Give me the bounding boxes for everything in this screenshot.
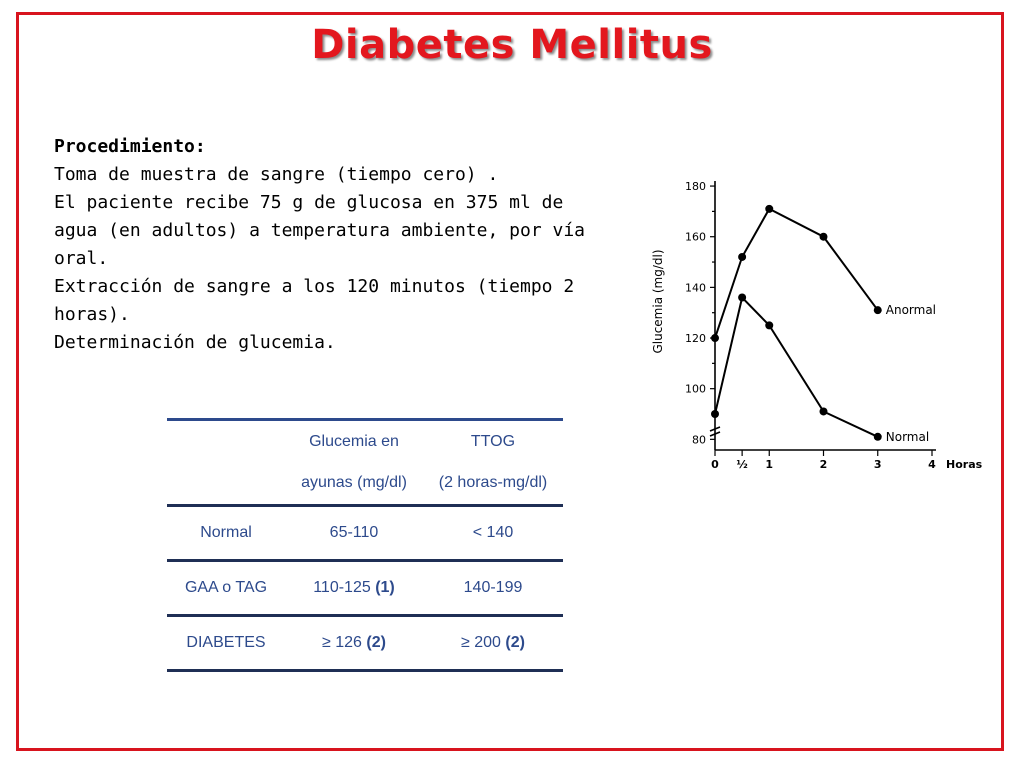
data-point [873,306,882,315]
ogtt-value: ≥ 200 [461,634,501,651]
data-point [819,232,828,241]
data-point [711,410,719,419]
ogtt-value: 140-199 [463,579,523,596]
axis-break-mark [709,431,721,437]
table-header-cell [167,462,285,507]
x-tick-label: 3 [874,458,882,471]
procedure-line: El paciente recibe 75 g de glucosa en 37… [54,192,564,213]
table-header-cell [167,418,285,462]
y-tick-label: 80 [692,433,706,446]
fasting-value: 65-110 [329,524,379,541]
table-row-label: Normal [167,505,285,562]
x-axis-label: Horas [946,458,983,471]
footnote-ref: (2) [366,634,386,651]
y-tick-label: 100 [685,383,706,396]
procedure-line: Toma de muestra de sangre (tiempo cero) … [54,164,499,185]
table-cell: ≥ 200 (2) [423,615,563,672]
table-cell: < 140 [423,505,563,562]
y-tick-label: 140 [685,281,706,294]
table-row: GAA o TAG 110-125 (1) 140-199 [167,560,563,617]
table-cell: ≥ 126 (2) [285,615,423,672]
footnote-ref: (1) [375,579,395,596]
x-tick-label: 4 [928,458,936,471]
procedure-line: Extracción de sangre a los 120 minutos (… [54,276,575,297]
data-point [765,321,774,330]
x-tick-label: 1 [765,458,773,471]
y-tick-label: 160 [685,231,706,244]
data-point [819,407,828,416]
data-point [873,432,882,441]
table-row: DIABETES ≥ 126 (2) ≥ 200 (2) [167,615,563,672]
procedure-line: agua (en adultos) a temperatura ambiente… [54,220,586,241]
table-cell: 140-199 [423,560,563,617]
data-point [738,293,747,302]
series-line [714,207,879,339]
y-tick-label: 180 [685,180,706,193]
procedure-line: oral. [54,248,109,269]
diagnostic-criteria-table: Glucemia en TTOG ayunas (mg/dl) (2 horas… [167,418,563,672]
x-tick-label: ½ [736,458,747,471]
procedure-heading: Procedimiento: [54,136,206,157]
series-label: Anormal [886,303,936,317]
table-header-cell: TTOG [423,418,563,462]
table-header-cell: ayunas (mg/dl) [285,462,423,507]
y-axis-label: Glucemia (mg/dl) [651,249,665,353]
slide-frame [16,12,1004,751]
procedure-line: horas). [54,304,130,325]
series-label: Normal [886,430,929,444]
fasting-value: ≥ 126 [322,634,362,651]
data-point [711,334,719,343]
table-header-row: ayunas (mg/dl) (2 horas-mg/dl) [167,462,563,507]
table-header-cell: (2 horas-mg/dl) [423,462,563,507]
slide-title: Diabetes Mellitus [311,22,713,68]
table-row-label: GAA o TAG [167,560,285,617]
table-header-cell: Glucemia en [285,418,423,462]
table-cell: 110-125 (1) [285,560,423,617]
x-tick-label: 0 [711,458,719,471]
y-tick-label: 120 [685,332,706,345]
footnote-ref: (2) [505,634,525,651]
data-point [765,204,774,213]
procedure-line: Determinación de glucemia. [54,332,336,353]
series-line [714,295,879,438]
table-row: Normal 65-110 < 140 [167,505,563,562]
table-cell: 65-110 [285,505,423,562]
data-point [738,252,747,261]
table-row-label: DIABETES [167,615,285,672]
axis-break-mark [709,426,721,432]
table-header-row: Glucemia en TTOG [167,418,563,462]
procedure-text: Procedimiento: Toma de muestra de sangre… [54,133,599,357]
fasting-value: 110-125 [313,579,371,596]
ogtt-value: < 140 [472,524,514,541]
x-tick-label: 2 [820,458,828,471]
glucose-tolerance-chart: 80 100 120 140 160 180 0 ½ 1 2 3 4 Horas Glucemia (mg… [651,180,983,471]
